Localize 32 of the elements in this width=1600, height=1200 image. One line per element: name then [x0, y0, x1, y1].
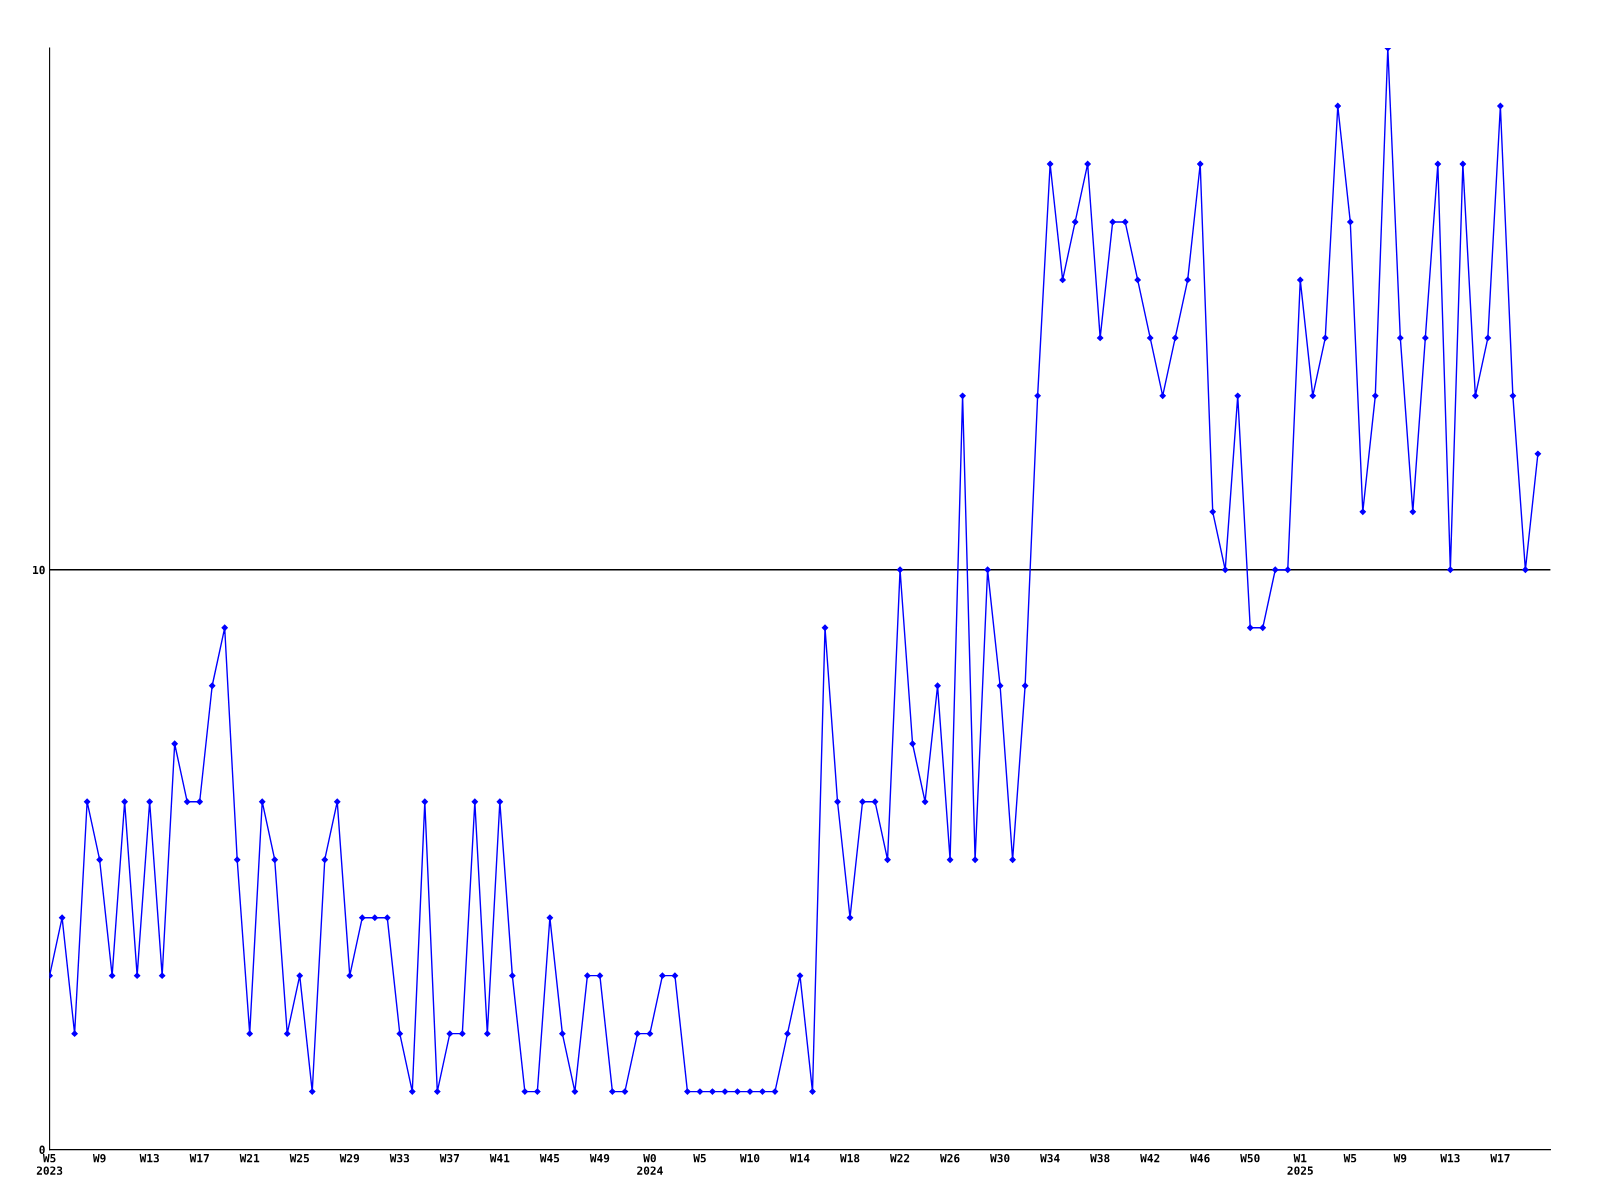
- x-tick-label: W10: [739, 1153, 760, 1163]
- x-tick-label: W13: [1440, 1153, 1460, 1163]
- x-tick-label: W17: [1490, 1154, 1510, 1163]
- x-tick-label: W38: [1090, 1153, 1110, 1163]
- x-tick-label: W5 2023: [36, 1154, 63, 1175]
- y-tick-label: 10: [33, 565, 45, 575]
- x-tick-label: W50: [1240, 1153, 1260, 1163]
- x-tick-label: W25: [289, 1153, 310, 1163]
- x-tick-label: W30: [990, 1153, 1010, 1163]
- x-tick-label: W46: [1190, 1153, 1210, 1163]
- x-tick-label: W49: [589, 1154, 610, 1163]
- x-tick-label: W17: [189, 1154, 209, 1163]
- x-tick-label: W9: [92, 1154, 106, 1163]
- x-tick-label: W0 2024: [637, 1153, 663, 1175]
- x-tick-label: W26: [940, 1153, 960, 1163]
- x-tick-label: W14: [789, 1154, 810, 1163]
- x-tick-label: W42: [1140, 1153, 1160, 1163]
- x-tick-label: W5: [693, 1154, 706, 1163]
- x-tick-label: W18: [839, 1153, 860, 1163]
- x-tick-label: W34: [1040, 1153, 1060, 1163]
- y-tick-label: 0: [39, 1145, 45, 1154]
- x-tick-label: W21: [239, 1153, 260, 1163]
- x-tick-label: W33: [389, 1153, 410, 1163]
- x-tick-label: W22: [890, 1153, 910, 1163]
- x-tick-label: W1 2025: [1287, 1154, 1313, 1175]
- x-tick-label: W45: [539, 1154, 560, 1163]
- x-tick-label: W29: [339, 1153, 360, 1163]
- x-tick-label: W41: [489, 1154, 510, 1163]
- x-tick-label: W13: [139, 1153, 159, 1163]
- x-tick-label: W37: [439, 1153, 460, 1163]
- x-tick-label: W9: [1393, 1154, 1407, 1163]
- x-tick-label: W5: [1343, 1154, 1357, 1163]
